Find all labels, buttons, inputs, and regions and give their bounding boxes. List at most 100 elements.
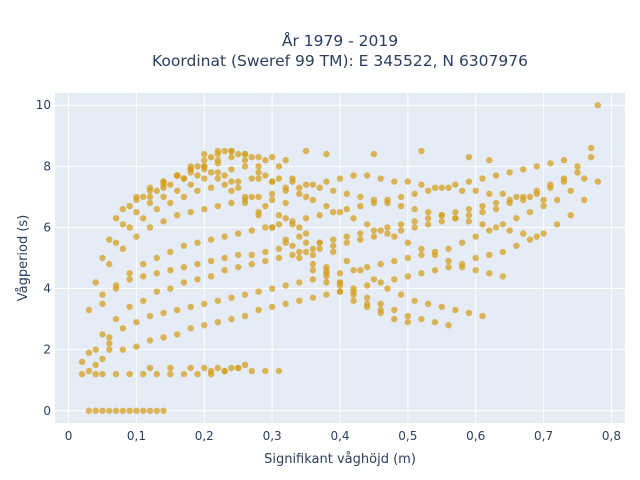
- data-point: [173, 212, 181, 219]
- data-point: [235, 178, 242, 185]
- data-point: [370, 233, 378, 240]
- data-point: [465, 205, 473, 213]
- data-point: [492, 224, 500, 231]
- data-point: [316, 245, 323, 253]
- data-point: [309, 260, 317, 268]
- data-point: [140, 193, 147, 201]
- data-point: [458, 263, 466, 271]
- data-point: [506, 227, 513, 234]
- data-point: [153, 288, 160, 295]
- data-point: [547, 181, 554, 188]
- data-point: [255, 306, 262, 314]
- data-point: [438, 218, 445, 225]
- data-point: [201, 364, 208, 372]
- data-point: [486, 227, 493, 234]
- data-point: [445, 184, 452, 191]
- data-point: [363, 294, 371, 301]
- data-point: [377, 300, 384, 308]
- data-point: [296, 224, 303, 231]
- data-point: [472, 254, 479, 262]
- data-point: [370, 196, 378, 204]
- data-point: [309, 251, 317, 259]
- data-point: [167, 267, 174, 274]
- data-point: [357, 267, 364, 274]
- data-point: [106, 260, 113, 268]
- data-point: [391, 276, 398, 283]
- data-point: [540, 230, 547, 237]
- data-point: [221, 254, 228, 262]
- data-point: [255, 175, 262, 182]
- data-point: [418, 251, 425, 259]
- data-point: [384, 224, 391, 231]
- data-point: [404, 273, 412, 280]
- data-point: [506, 196, 513, 204]
- data-point: [160, 334, 167, 341]
- data-point: [499, 248, 507, 256]
- data-point: [418, 181, 425, 188]
- data-point: [140, 370, 147, 378]
- data-point: [146, 199, 154, 207]
- data-point: [173, 306, 181, 314]
- data-point: [133, 343, 140, 350]
- data-point: [201, 205, 208, 213]
- data-point: [404, 312, 412, 320]
- data-point: [492, 205, 500, 213]
- data-point: [404, 239, 412, 246]
- data-point: [180, 370, 188, 378]
- data-point: [330, 187, 337, 194]
- data-point: [302, 215, 310, 222]
- data-point: [499, 190, 507, 198]
- data-point: [221, 233, 228, 240]
- data-point: [343, 233, 350, 240]
- data-point: [262, 202, 269, 210]
- data-point: [207, 257, 215, 265]
- data-point: [323, 150, 330, 158]
- data-point: [99, 331, 106, 338]
- data-point: [194, 276, 201, 283]
- data-point: [289, 242, 296, 249]
- data-point: [492, 172, 500, 179]
- data-point: [445, 263, 452, 271]
- data-point: [214, 169, 222, 176]
- data-point: [452, 215, 459, 222]
- data-point: [207, 273, 215, 280]
- data-point: [133, 407, 140, 414]
- data-point: [343, 257, 350, 265]
- data-point: [228, 187, 235, 194]
- data-point: [228, 178, 235, 185]
- data-point: [248, 260, 255, 268]
- data-point: [445, 245, 452, 253]
- data-point: [146, 224, 154, 231]
- data-point: [241, 199, 249, 207]
- data-point: [126, 370, 133, 378]
- data-point: [241, 150, 249, 158]
- data-point: [85, 367, 93, 375]
- data-point: [363, 300, 371, 308]
- data-point: [221, 181, 228, 188]
- y-tick-label: 10: [36, 98, 51, 112]
- data-point: [486, 190, 493, 198]
- data-point: [214, 318, 222, 326]
- data-point: [173, 331, 181, 338]
- data-point: [235, 184, 242, 191]
- data-point: [370, 276, 378, 283]
- data-point: [309, 276, 317, 283]
- data-point: [486, 251, 493, 259]
- data-point: [201, 175, 208, 182]
- data-point: [363, 282, 371, 289]
- data-point: [187, 208, 194, 216]
- data-point: [336, 270, 344, 277]
- data-point: [99, 254, 106, 262]
- data-point: [425, 187, 432, 194]
- data-point: [547, 160, 554, 167]
- data-point: [594, 102, 602, 109]
- data-point: [241, 163, 249, 170]
- data-point: [404, 178, 412, 185]
- data-point: [418, 315, 425, 323]
- data-point: [486, 157, 493, 164]
- data-point: [228, 153, 235, 161]
- data-point: [153, 254, 160, 262]
- data-point: [330, 242, 337, 249]
- data-point: [268, 196, 276, 204]
- data-point: [167, 199, 174, 207]
